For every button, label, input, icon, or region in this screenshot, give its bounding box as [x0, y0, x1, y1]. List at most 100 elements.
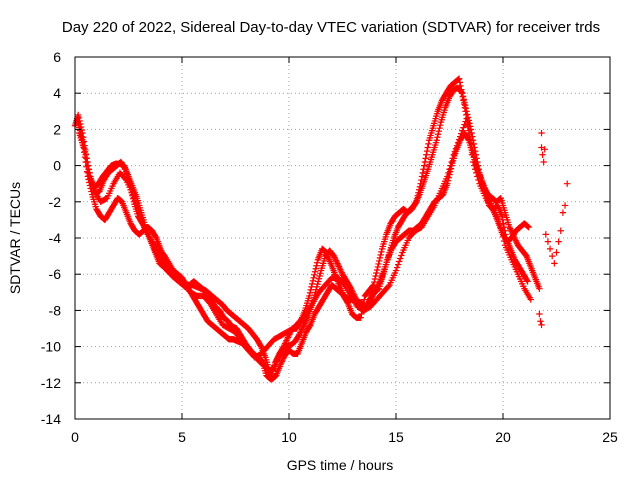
data-point	[300, 321, 308, 329]
data-point	[472, 159, 479, 166]
data-point	[80, 134, 87, 141]
data-point	[414, 192, 421, 199]
data-point	[77, 120, 84, 128]
data-point	[456, 79, 464, 86]
data-point	[257, 356, 265, 364]
data-point	[455, 136, 463, 143]
data-point	[277, 359, 285, 367]
data-point	[311, 271, 318, 279]
data-point	[412, 199, 419, 207]
data-point	[449, 155, 456, 162]
data-point	[420, 162, 428, 169]
data-point	[424, 144, 431, 151]
x-tick-labels: 0 5 10 15 20 25	[71, 429, 618, 445]
data-point	[128, 189, 135, 196]
data-point	[81, 142, 88, 149]
data-point	[313, 259, 321, 266]
data-point	[460, 124, 467, 131]
data-point	[84, 162, 92, 169]
data-point	[470, 150, 477, 157]
data-point	[271, 359, 279, 367]
data-point	[308, 280, 316, 288]
data-point	[273, 356, 280, 364]
data-point	[336, 264, 343, 272]
data-point	[335, 263, 343, 270]
data-point	[296, 319, 304, 326]
data-point	[280, 355, 287, 362]
data-point	[419, 169, 426, 177]
data-point	[502, 231, 509, 238]
data-point	[152, 233, 159, 240]
axis-ticks	[74, 56, 611, 420]
data-point	[471, 156, 479, 163]
data-point	[302, 317, 310, 324]
data-point	[297, 327, 305, 335]
data-point	[286, 329, 294, 337]
data-point	[281, 341, 288, 349]
data-point	[458, 86, 465, 93]
data-point	[458, 130, 465, 137]
y-tick-label: -6	[49, 266, 62, 282]
data-point	[455, 75, 463, 82]
data-point	[459, 93, 466, 101]
data-point	[537, 318, 544, 325]
data-point	[335, 261, 342, 269]
data-point	[448, 158, 455, 166]
data-point	[278, 358, 286, 365]
data-point	[539, 151, 546, 158]
data-point	[332, 257, 340, 264]
x-tick-label: 0	[71, 429, 79, 445]
data-point	[551, 260, 558, 267]
data-point	[374, 286, 382, 293]
data-point	[524, 222, 531, 230]
data-point	[127, 186, 135, 193]
data-point	[437, 121, 444, 129]
data-point	[417, 180, 424, 187]
data-point	[538, 129, 545, 137]
data-point	[425, 140, 432, 148]
data-point	[76, 117, 83, 125]
data-point	[83, 155, 90, 162]
data-point	[460, 100, 468, 108]
data-point	[450, 151, 457, 158]
data-point	[460, 97, 467, 104]
data-point	[282, 338, 289, 346]
y-tick-label: 4	[53, 85, 61, 101]
x-axis-label: GPS time / hours	[287, 457, 394, 473]
data-point	[557, 227, 564, 234]
data-point	[332, 255, 339, 263]
data-point	[469, 147, 476, 154]
data-point	[458, 90, 466, 97]
y-tick-label: -2	[49, 194, 62, 210]
chart-title: Day 220 of 2022, Sidereal Day-to-day VTE…	[62, 19, 600, 36]
data-point	[75, 114, 83, 122]
data-point	[370, 281, 377, 289]
data-point	[465, 123, 472, 130]
data-point	[79, 129, 86, 137]
data-point	[85, 166, 93, 173]
data-point	[377, 251, 384, 259]
data-point	[337, 266, 344, 273]
data-point	[78, 126, 85, 134]
x-tick-label: 25	[602, 429, 618, 445]
data-point	[280, 343, 287, 350]
data-point	[435, 128, 442, 135]
data-point	[333, 258, 340, 266]
data-point	[129, 195, 137, 202]
y-axis-label: SDTVAR / TECUs	[7, 182, 23, 294]
data-point	[378, 248, 385, 256]
y-tick-label: 2	[53, 121, 61, 137]
data-point	[373, 266, 381, 274]
data-point	[418, 176, 425, 184]
x-tick-label: 15	[388, 429, 404, 445]
data-point	[540, 158, 547, 166]
data-point	[302, 318, 309, 326]
data-point	[506, 225, 514, 232]
data-point	[466, 131, 474, 139]
data-point	[306, 322, 313, 330]
data-point	[272, 358, 280, 365]
x-tick-label: 10	[281, 429, 297, 445]
data-point	[524, 278, 531, 285]
data-point	[375, 260, 382, 268]
data-point	[75, 111, 82, 119]
